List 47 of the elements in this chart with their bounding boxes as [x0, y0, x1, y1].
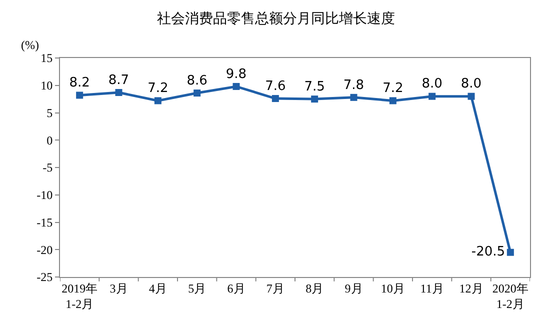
y-tick-label: -15 — [36, 215, 53, 230]
point — [311, 96, 318, 103]
point — [428, 92, 436, 100]
x-tick-label: 2019年 1-2月 — [62, 281, 98, 311]
y-tick-label: -5 — [42, 160, 53, 175]
y-tick-label: 15 — [40, 51, 53, 66]
text: 8.7 — [108, 72, 130, 88]
y-tick-label: -25 — [36, 270, 53, 284]
point — [389, 97, 396, 104]
point — [115, 88, 122, 96]
text: 7.6 — [265, 78, 286, 94]
x-tick-label: 8月 — [306, 281, 324, 296]
y-tick-label: 5 — [46, 106, 53, 120]
x-tick-label: 9月 — [344, 281, 363, 296]
text: 7.5 — [304, 79, 325, 94]
point — [154, 97, 162, 104]
text: 9.8 — [226, 66, 247, 82]
y-tick-label: 10 — [40, 78, 53, 93]
x-tick-label: 2020年 1-2月 — [492, 281, 528, 311]
text: -20.5 — [471, 244, 506, 260]
text: 7.2 — [148, 81, 168, 96]
text: 7.8 — [343, 78, 364, 93]
y-tick-label: 0 — [46, 133, 53, 148]
text: 7.2 — [382, 81, 404, 96]
x-tick-label: 4月 — [148, 281, 167, 296]
chart-title: 社会消费品零售总额分月同比增长速度 — [157, 10, 395, 27]
x-tick-label: 5月 — [188, 281, 206, 296]
x-tick-label: 12月 — [459, 281, 484, 296]
point — [506, 248, 514, 256]
text: 8.2 — [69, 76, 90, 91]
point — [194, 90, 201, 97]
point — [350, 94, 358, 101]
y-tick-label: -20 — [36, 242, 53, 257]
y-axis-title: (%) — [21, 38, 39, 52]
point — [468, 92, 475, 100]
x-tick-label: 11月 — [420, 281, 444, 296]
x-tick-label: 3月 — [110, 281, 128, 296]
text: 8.0 — [422, 76, 442, 92]
x-tick-label: 7月 — [266, 281, 284, 296]
point — [272, 95, 279, 102]
text: 8.0 — [460, 76, 482, 92]
text: 8.6 — [186, 73, 208, 88]
point — [76, 92, 84, 99]
x-tick-label: 10月 — [380, 281, 405, 296]
point — [232, 82, 240, 90]
x-tick-label: 6月 — [227, 281, 246, 296]
y-tick-label: -10 — [36, 188, 53, 202]
